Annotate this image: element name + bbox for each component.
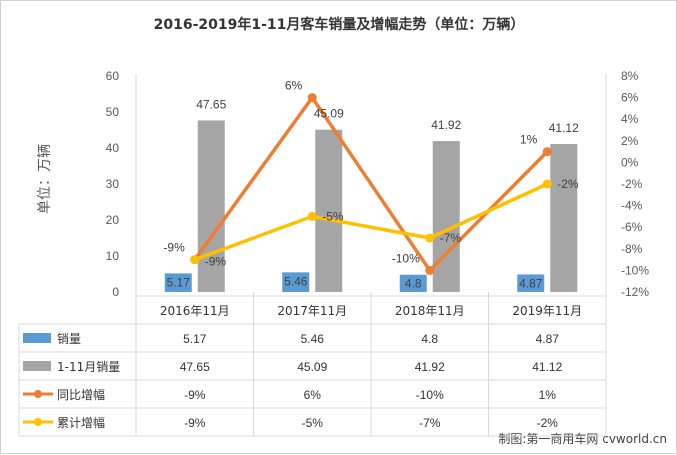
table-cell: 41.92 xyxy=(415,360,445,374)
y-tick-label: 20 xyxy=(106,213,120,227)
line-marker xyxy=(190,255,200,265)
y-tick-label: 0 xyxy=(112,285,119,299)
legend-swatch-marker xyxy=(34,390,42,398)
chart-title: 2016-2019年1-11月客车销量及增幅走势（单位：万辆） xyxy=(154,16,525,33)
y2-tick-label: -4% xyxy=(621,199,643,213)
legend-swatch xyxy=(23,333,51,343)
y2-tick-label: 2% xyxy=(621,134,639,148)
table-cell: 41.12 xyxy=(532,360,562,374)
table-cell: -9% xyxy=(184,388,206,402)
credit-text: 制图:第一商用车网 cvworld.cn xyxy=(498,431,667,446)
axes-group: 0 10 20 30 40 50 60 -12% -10% -8% -6% -4% -2% 0% 2% 4% 6… xyxy=(106,69,650,299)
line-data-label: -7% xyxy=(440,231,462,245)
bar-data-label: 5.17 xyxy=(167,275,191,289)
table-cell: -9% xyxy=(184,416,206,430)
legend-label: 销量 xyxy=(57,332,81,346)
category-label: 2018年11月 xyxy=(395,304,465,318)
bar-data-label: 41.92 xyxy=(431,118,461,132)
line-marker xyxy=(542,147,552,157)
table-cell: 4.8 xyxy=(421,332,438,346)
y-tick-label: 30 xyxy=(106,177,120,191)
y2-tick-label: 4% xyxy=(621,112,639,126)
y2-tick-label: 8% xyxy=(621,69,639,83)
line-data-label: -2% xyxy=(557,177,579,191)
y-tick-label: 50 xyxy=(106,105,120,119)
table-cell: 5.17 xyxy=(183,332,207,346)
line-data-label: -9% xyxy=(163,241,185,255)
y2-tick-label: -2% xyxy=(621,177,643,191)
category-label: 2017年11月 xyxy=(277,304,347,318)
table-cell: 47.65 xyxy=(180,360,210,374)
table-cell: -10% xyxy=(416,388,444,402)
bar-cumulative-sales xyxy=(315,129,343,292)
category-label: 2016年11月 xyxy=(160,304,230,318)
bar-cumulative-sales xyxy=(432,141,460,292)
table-cell: -2% xyxy=(537,416,559,430)
line-data-label: -9% xyxy=(205,255,227,269)
bar-data-label: 4.87 xyxy=(519,276,543,290)
y2-tick-label: 0% xyxy=(621,155,639,169)
line-data-label: 6% xyxy=(285,79,303,93)
line-data-label: -5% xyxy=(322,209,344,223)
table-cell: 6% xyxy=(304,388,322,402)
y2-tick-label: -8% xyxy=(621,242,643,256)
bar-data-label: 5.46 xyxy=(284,274,308,288)
bar-monthly-sales xyxy=(399,274,427,292)
line-marker xyxy=(425,233,435,243)
legend-label: 累计增幅 xyxy=(57,415,105,430)
table-cell: 5.46 xyxy=(301,332,325,346)
bar-cumulative-sales xyxy=(550,143,578,292)
bar-data-label: 45.09 xyxy=(314,107,344,121)
legend-label: 1-11月销量 xyxy=(57,360,120,374)
y-tick-label: 60 xyxy=(106,69,120,83)
bar-data-label: 47.65 xyxy=(196,97,226,111)
legend-swatch-marker xyxy=(34,418,42,426)
bar-monthly-sales xyxy=(282,272,310,292)
table-cell: 1% xyxy=(539,388,557,402)
bar-monthly-sales xyxy=(517,274,545,292)
line-marker xyxy=(542,179,552,189)
y-tick-label: 10 xyxy=(106,249,120,263)
y-axis-label: 单位：万辆 xyxy=(37,144,53,214)
bar-data-label: 4.8 xyxy=(405,277,422,291)
category-label: 2019年11月 xyxy=(512,304,582,318)
table-cell: 4.87 xyxy=(536,332,560,346)
table-cell: -7% xyxy=(419,416,441,430)
bars-group xyxy=(164,120,578,293)
bar-monthly-sales xyxy=(164,273,192,292)
table-cell: -5% xyxy=(302,416,324,430)
line-yoy-growth xyxy=(193,95,549,273)
line-marker xyxy=(307,211,317,221)
data-labels-group: 5.17 5.46 4.8 4.87 47.65 45.09 41.92 41.12 -9% 6%… xyxy=(163,79,579,291)
lines-group xyxy=(190,93,552,275)
line-marker xyxy=(307,93,317,103)
bar-cumulative-sales xyxy=(197,120,225,293)
y2-tick-label: -10% xyxy=(621,263,649,277)
line-cumulative-growth xyxy=(194,182,548,262)
y2-tick-label: 6% xyxy=(621,91,639,105)
legend-label: 同比增幅 xyxy=(57,387,105,402)
y2-tick-label: -12% xyxy=(621,285,649,299)
line-data-label: 1% xyxy=(520,133,538,147)
line-marker xyxy=(425,265,435,275)
line-data-label: -10% xyxy=(392,251,420,265)
y2-tick-label: -6% xyxy=(621,220,643,234)
table-cell: 45.09 xyxy=(297,360,327,374)
bar-data-label: 41.12 xyxy=(549,121,579,135)
y-tick-label: 40 xyxy=(106,141,120,155)
legend-swatch xyxy=(23,361,51,371)
